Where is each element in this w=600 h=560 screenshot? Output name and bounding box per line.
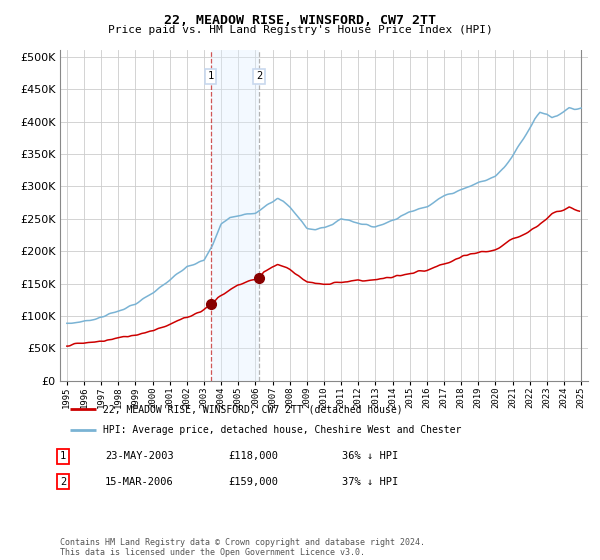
Text: 1: 1	[60, 451, 66, 461]
Text: 22, MEADOW RISE, WINSFORD, CW7 2TT: 22, MEADOW RISE, WINSFORD, CW7 2TT	[164, 14, 436, 27]
Text: 22, MEADOW RISE, WINSFORD, CW7 2TT (detached house): 22, MEADOW RISE, WINSFORD, CW7 2TT (deta…	[103, 404, 403, 414]
Text: HPI: Average price, detached house, Cheshire West and Chester: HPI: Average price, detached house, Ches…	[103, 426, 461, 435]
Text: 2: 2	[60, 477, 66, 487]
Bar	[211, 50, 259, 381]
Text: 15-MAR-2006: 15-MAR-2006	[105, 477, 174, 487]
Text: £159,000: £159,000	[228, 477, 278, 487]
Text: £118,000: £118,000	[228, 451, 278, 461]
Text: 1: 1	[208, 71, 214, 81]
Text: 36% ↓ HPI: 36% ↓ HPI	[342, 451, 398, 461]
Text: 2: 2	[256, 71, 262, 81]
Text: 37% ↓ HPI: 37% ↓ HPI	[342, 477, 398, 487]
Text: Price paid vs. HM Land Registry's House Price Index (HPI): Price paid vs. HM Land Registry's House …	[107, 25, 493, 35]
Text: 23-MAY-2003: 23-MAY-2003	[105, 451, 174, 461]
Text: Contains HM Land Registry data © Crown copyright and database right 2024.
This d: Contains HM Land Registry data © Crown c…	[60, 538, 425, 557]
